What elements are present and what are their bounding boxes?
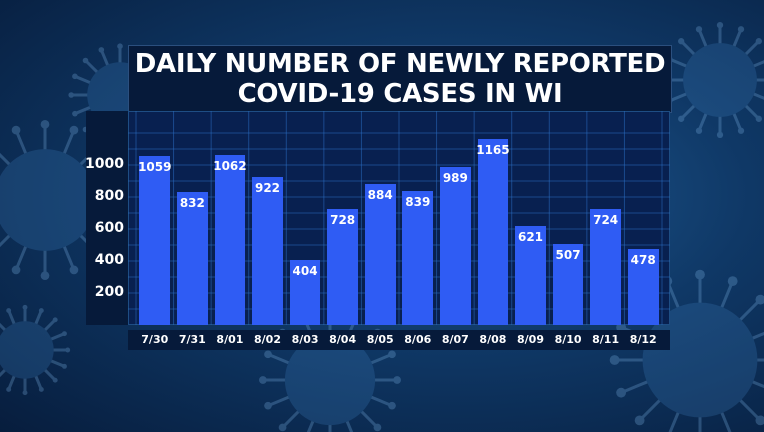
x-tick-label: 8/11 bbox=[592, 333, 620, 346]
bar-value-label: 1062 bbox=[213, 159, 247, 174]
bar-value-label: 839 bbox=[405, 194, 431, 209]
bar bbox=[364, 183, 396, 325]
y-tick-label: 400 bbox=[94, 252, 124, 268]
bar bbox=[139, 155, 171, 325]
chart-title-line-2: COVID-19 CASES IN WI bbox=[237, 79, 563, 109]
x-tick-label: 8/07 bbox=[441, 333, 469, 346]
virus-particle bbox=[609, 269, 764, 432]
x-tick-label: 8/08 bbox=[479, 333, 507, 346]
bar-value-label: 728 bbox=[330, 212, 356, 227]
bar-value-label: 989 bbox=[442, 170, 468, 185]
chart-title-box: DAILY NUMBER OF NEWLY REPORTED COVID-19 … bbox=[128, 45, 672, 113]
bar-value-label: 724 bbox=[593, 213, 619, 228]
bar-value-label: 478 bbox=[630, 252, 656, 267]
x-tick-label: 7/31 bbox=[178, 333, 206, 346]
x-tick-label: 8/03 bbox=[291, 333, 319, 346]
x-tick-label: 8/06 bbox=[404, 333, 432, 346]
x-tick-label: 8/02 bbox=[254, 333, 281, 346]
bar bbox=[590, 209, 622, 325]
bar-value-label: 832 bbox=[179, 195, 205, 210]
bar bbox=[439, 166, 471, 325]
bar bbox=[552, 243, 584, 325]
x-tick-label: 8/10 bbox=[554, 333, 582, 346]
bar-value-label: 404 bbox=[292, 264, 318, 279]
y-tick-label: 1000 bbox=[85, 156, 124, 172]
bar bbox=[327, 208, 359, 325]
bar-value-label: 507 bbox=[555, 247, 581, 262]
bar-value-label: 621 bbox=[517, 229, 544, 244]
y-tick-label: 600 bbox=[94, 220, 124, 236]
virus-particle bbox=[0, 120, 125, 280]
x-tick-label: 8/12 bbox=[629, 333, 657, 346]
bar bbox=[515, 225, 546, 325]
x-tick-label: 7/30 bbox=[141, 333, 169, 346]
bar bbox=[252, 177, 283, 325]
bar bbox=[176, 191, 208, 325]
x-tick-label: 8/05 bbox=[366, 333, 394, 346]
virus-particle bbox=[259, 309, 401, 432]
virus-particle bbox=[0, 304, 71, 396]
y-tick-label: 200 bbox=[94, 284, 124, 300]
x-tick-label: 8/04 bbox=[329, 333, 357, 346]
bar-value-label: 922 bbox=[254, 181, 281, 196]
bar-value-label: 884 bbox=[367, 187, 393, 202]
bar-value-label: 1165 bbox=[476, 142, 510, 157]
x-axis-band bbox=[128, 330, 670, 350]
bar bbox=[214, 155, 246, 325]
y-tick-label: 800 bbox=[94, 188, 124, 204]
bar bbox=[477, 138, 509, 325]
x-tick-label: 8/01 bbox=[216, 333, 244, 346]
bar bbox=[289, 260, 321, 325]
bar bbox=[627, 248, 659, 325]
x-tick-label: 8/09 bbox=[517, 333, 544, 346]
virus-particle bbox=[661, 21, 764, 139]
bar bbox=[402, 190, 434, 325]
bar-value-label: 1059 bbox=[138, 159, 172, 174]
y-axis-panel bbox=[86, 111, 128, 325]
chart-title-line-1: DAILY NUMBER OF NEWLY REPORTED bbox=[134, 49, 666, 79]
